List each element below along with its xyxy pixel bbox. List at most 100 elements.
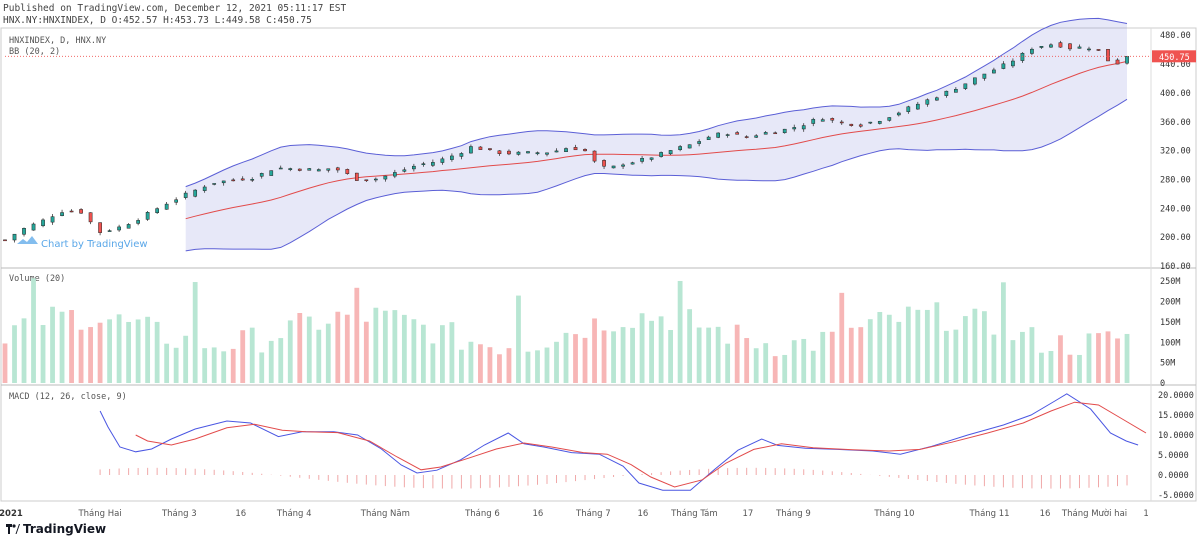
macd-axis-tick: 20.0000	[1158, 391, 1194, 401]
candle-up	[431, 162, 435, 166]
candle-up	[288, 168, 293, 171]
macd-legend: MACD (12, 26, close, 9)	[9, 392, 127, 402]
macd-axis-tick: -5.0000	[1158, 491, 1194, 501]
candle-up	[145, 212, 150, 220]
volume-bar	[316, 329, 322, 383]
volume-bar	[810, 350, 816, 383]
price-axis-tick: 440.00	[1160, 60, 1191, 70]
volume-bar	[430, 343, 436, 383]
volume-bar	[344, 314, 350, 383]
candle-up	[1039, 46, 1044, 48]
price-axis-tick: 160.00	[1160, 262, 1191, 272]
volume-bar	[734, 324, 740, 383]
candle-down	[297, 168, 302, 171]
volume-bar	[335, 311, 341, 383]
candle-up	[1020, 52, 1025, 61]
volume-legend: Volume (20)	[9, 274, 65, 284]
bollinger-fill	[185, 18, 1127, 251]
candle-up	[450, 155, 454, 160]
volume-bar	[516, 295, 521, 383]
volume-bar	[97, 322, 103, 383]
candle-up	[164, 203, 169, 210]
volume-bar	[886, 314, 892, 383]
candle-up	[716, 132, 720, 138]
candle-down	[573, 147, 578, 151]
volume-bar	[706, 327, 712, 383]
candle-up	[1087, 48, 1091, 51]
candle-up	[1030, 48, 1034, 54]
volume-bar	[839, 292, 845, 383]
candle-up	[421, 163, 426, 165]
candle-up	[725, 134, 730, 136]
volume-bar	[164, 343, 170, 383]
watermark-icon	[17, 236, 38, 244]
volume-bar	[535, 350, 540, 383]
candle-up	[659, 152, 663, 157]
candle-up	[126, 224, 131, 229]
macd-axis-tick: 10.0000	[1158, 431, 1194, 441]
candle-down	[335, 167, 340, 171]
candle-down	[858, 124, 863, 127]
date-axis-tick: Tháng 4	[276, 509, 312, 519]
candle-down	[240, 178, 245, 181]
candle-up	[630, 162, 635, 165]
date-axis-tick: 16	[532, 509, 543, 519]
volume-bar	[1048, 351, 1054, 383]
candle-up	[668, 150, 673, 155]
volume-bar	[639, 313, 645, 383]
date-axis-tick: Tháng 3	[161, 509, 197, 519]
volume-bar	[107, 319, 112, 383]
volume-axis-tick: 150M	[1160, 318, 1180, 328]
candles-group	[3, 40, 1129, 243]
candle-up	[678, 146, 682, 150]
candle-up	[697, 141, 701, 144]
volume-bar	[715, 326, 721, 383]
volume-bar	[563, 332, 569, 383]
volume-bar	[1115, 338, 1120, 383]
macd-signal-line	[135, 401, 1147, 488]
volume-bar	[192, 282, 198, 383]
date-axis-tick: Tháng 7	[575, 509, 611, 519]
macd-axis-tick: 0.0000	[1158, 471, 1189, 481]
candle-up	[973, 77, 977, 85]
volume-bar	[1124, 333, 1130, 383]
candle-up	[811, 119, 816, 124]
volume-bar	[1096, 333, 1101, 383]
date-axis-tick: Tháng 6	[464, 509, 500, 519]
candle-up	[934, 97, 939, 101]
candle-up	[22, 228, 26, 235]
candle-up	[50, 216, 55, 223]
candle-up	[944, 90, 949, 96]
volume-bar	[211, 347, 217, 383]
candle-down	[98, 222, 102, 233]
volume-axis-tick: 0	[1160, 379, 1165, 389]
volume-axis-tick: 100M	[1160, 338, 1180, 348]
published-line: Published on TradingView.com, December 1…	[3, 3, 347, 14]
tradingview-footer-logo[interactable]: TradingView	[6, 522, 106, 536]
volume-bar	[173, 347, 179, 383]
candle-up	[202, 186, 207, 191]
candle-up	[221, 180, 226, 184]
candle-down	[849, 123, 854, 126]
volume-bar	[145, 316, 151, 383]
volume-bar	[1010, 340, 1016, 383]
volume-bar	[1105, 331, 1111, 383]
candle-down	[773, 132, 778, 135]
volume-bar	[116, 314, 122, 383]
volume-bar	[478, 344, 483, 383]
date-axis-tick: Tháng Hai	[77, 509, 121, 519]
volume-bar	[382, 310, 388, 383]
candle-up	[1001, 63, 1006, 69]
candle-up	[982, 73, 987, 79]
volume-bar	[668, 330, 674, 383]
bollinger-lower-band	[185, 98, 1128, 252]
candle-down	[830, 118, 835, 121]
volume-bar	[620, 327, 626, 383]
candle-up	[136, 220, 140, 224]
volume-bar	[658, 316, 664, 383]
candle-up	[516, 151, 521, 155]
volume-bar	[820, 331, 826, 383]
volume-bar	[649, 320, 654, 383]
volume-bar	[392, 310, 398, 383]
